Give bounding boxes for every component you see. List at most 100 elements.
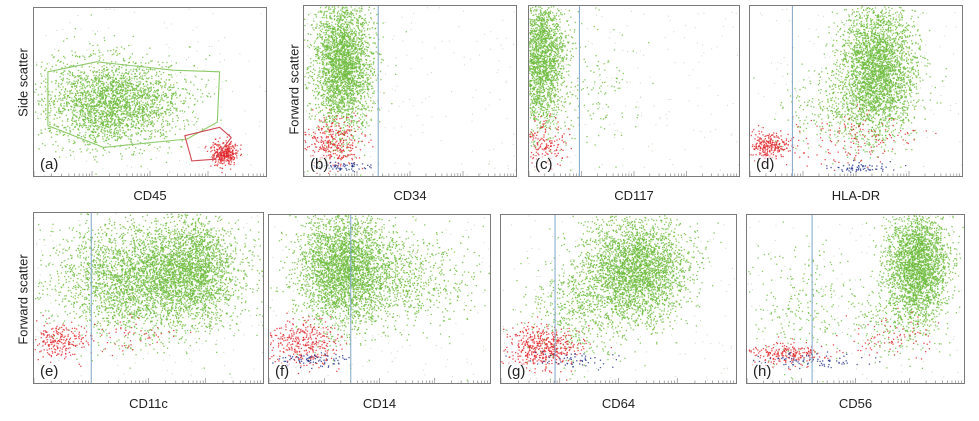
event-point (103, 82, 105, 84)
event-point (340, 35, 342, 37)
event-point (189, 158, 191, 160)
event-point (136, 100, 139, 102)
event-point (233, 147, 236, 149)
event-point (136, 95, 138, 97)
event-point (70, 105, 72, 107)
event-point (75, 85, 77, 87)
event-point (58, 109, 60, 111)
event-point (80, 102, 82, 104)
event-point (224, 156, 226, 158)
event-point (135, 111, 137, 113)
event-point (171, 76, 173, 78)
event-point (86, 82, 88, 84)
event-point (217, 144, 219, 146)
event-point (136, 119, 139, 121)
event-point (156, 109, 158, 111)
event-point (124, 125, 126, 127)
event-point (87, 103, 89, 105)
event-point (333, 68, 335, 70)
event-point (121, 158, 123, 160)
event-point (357, 53, 359, 56)
event-point (349, 44, 352, 46)
event-point (129, 56, 132, 58)
event-point (361, 6, 363, 8)
event-point (328, 112, 331, 114)
event-point (110, 111, 112, 113)
event-point (325, 103, 328, 105)
event-point (100, 91, 102, 93)
event-point (372, 42, 374, 44)
event-point (80, 103, 83, 105)
event-point (305, 171, 307, 173)
event-point (132, 153, 135, 155)
event-point (81, 86, 83, 88)
event-point (227, 156, 229, 158)
event-point (338, 108, 341, 110)
event-point (156, 99, 158, 101)
event-point (48, 91, 50, 93)
event-point (171, 127, 173, 129)
event-point (145, 62, 147, 64)
event-point (142, 101, 144, 104)
event-point (66, 90, 68, 92)
event-point (41, 61, 43, 63)
event-point (113, 103, 116, 105)
event-point (76, 116, 78, 118)
event-point (146, 72, 148, 74)
event-point (378, 109, 381, 111)
event-point (218, 158, 220, 161)
event-point (78, 134, 80, 137)
event-point (335, 37, 338, 39)
event-point (361, 89, 363, 91)
event-point (360, 31, 362, 33)
event-point (83, 122, 85, 125)
event-point (220, 152, 222, 154)
event-point (63, 55, 65, 58)
event-point (55, 79, 57, 82)
event-point (41, 75, 43, 77)
event-point (401, 16, 403, 18)
event-point (112, 87, 114, 89)
event-point (340, 23, 343, 25)
event-point (153, 98, 155, 100)
event-point (101, 66, 103, 68)
event-point (395, 64, 397, 67)
event-point (148, 91, 150, 93)
event-point (341, 97, 343, 99)
event-point (62, 28, 64, 30)
event-point (319, 62, 321, 64)
event-point (103, 65, 105, 67)
event-point (100, 118, 102, 120)
event-point (350, 99, 352, 101)
event-point (326, 89, 328, 91)
event-point (51, 100, 53, 103)
event-point (148, 71, 150, 73)
event-point (158, 80, 160, 82)
event-point (496, 72, 498, 74)
event-point (72, 142, 75, 145)
event-point (317, 46, 320, 48)
event-point (372, 87, 374, 89)
event-point (170, 101, 172, 103)
event-point (81, 93, 84, 95)
event-point (182, 88, 184, 90)
event-point (86, 76, 88, 78)
event-point (154, 94, 156, 96)
event-point (96, 77, 98, 80)
event-point (100, 95, 102, 97)
event-point (160, 107, 163, 109)
event-point (350, 93, 353, 95)
event-point (259, 86, 261, 88)
event-point (426, 7, 428, 9)
event-point (395, 73, 397, 75)
event-point (90, 111, 92, 113)
event-point (91, 131, 93, 133)
event-point (110, 108, 113, 111)
event-point (142, 115, 145, 117)
event-point (175, 94, 177, 97)
event-point (120, 113, 122, 115)
event-point (393, 127, 395, 129)
event-point (353, 32, 355, 35)
event-point (151, 120, 153, 122)
event-point (344, 155, 347, 157)
